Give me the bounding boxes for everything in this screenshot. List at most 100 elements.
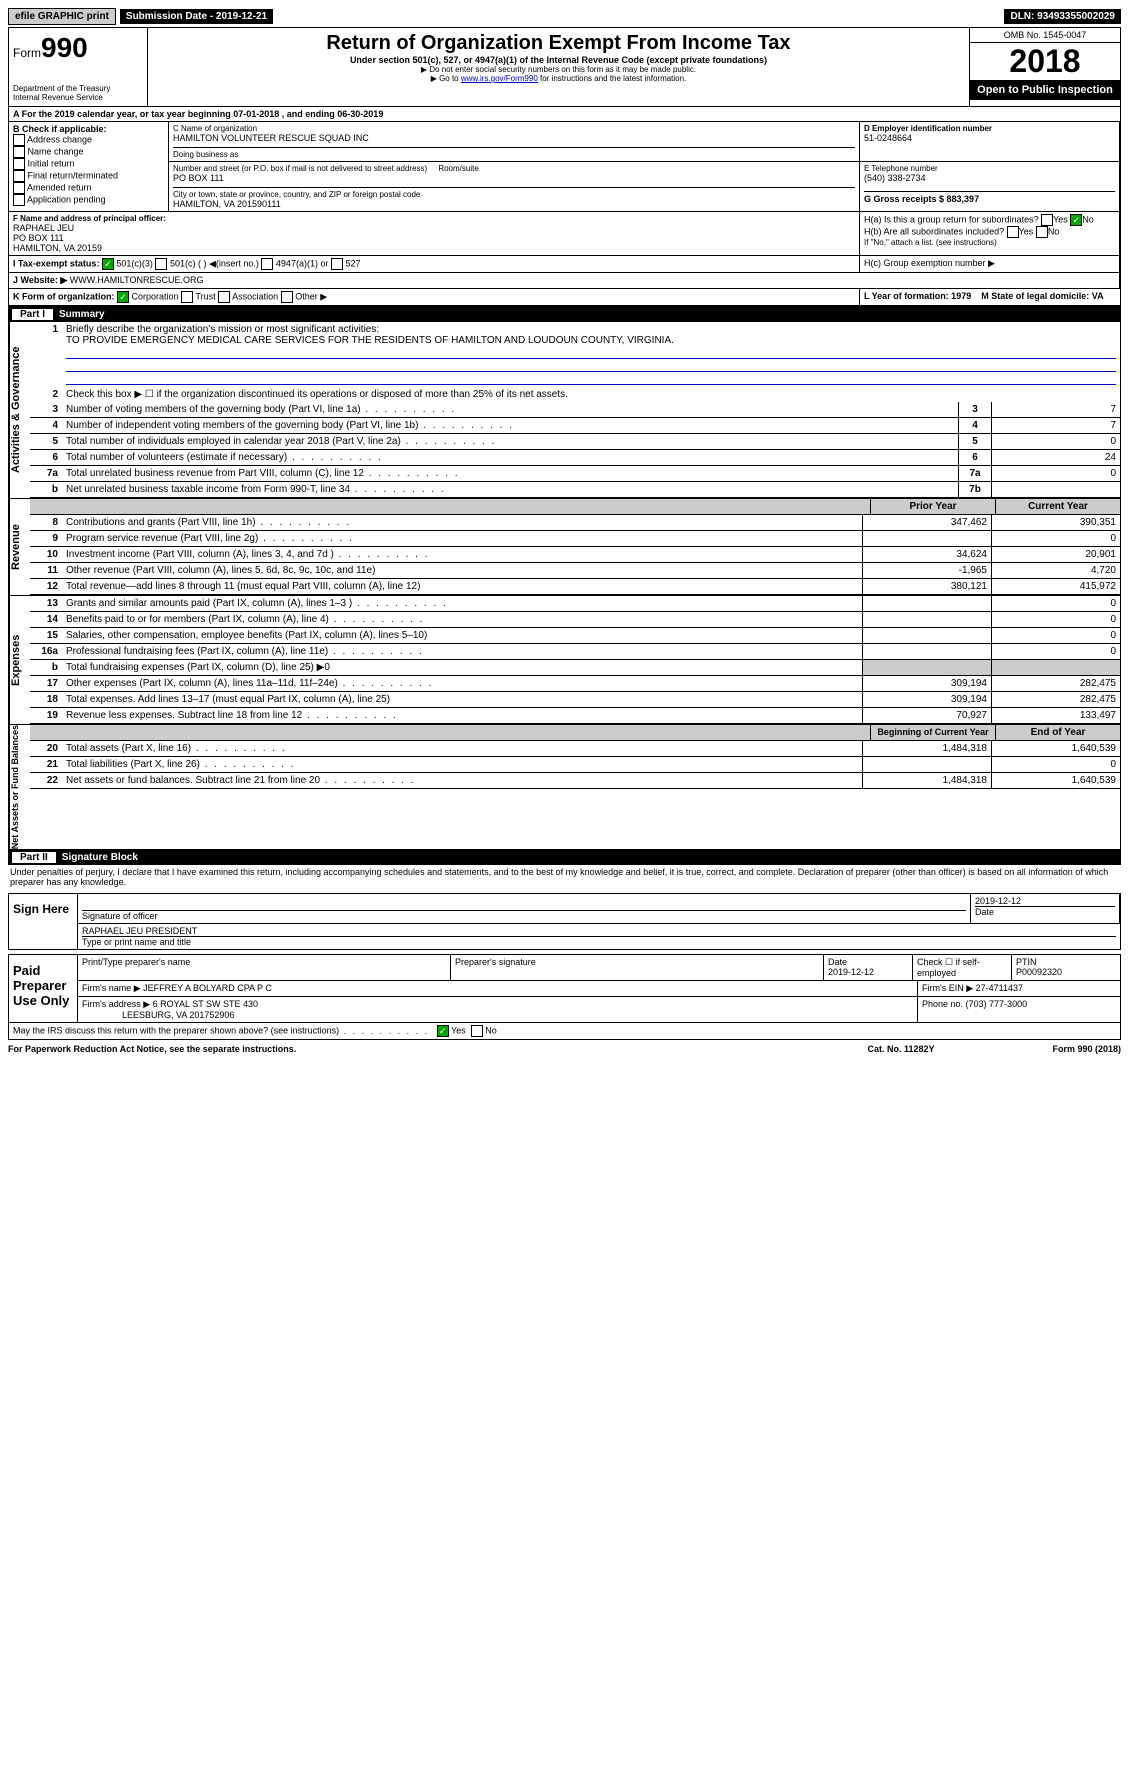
line22-num: 22 [30, 773, 62, 788]
line7a-col: 7a [958, 466, 991, 481]
line2-num: 2 [30, 387, 62, 402]
sig-name: RAPHAEL JEU PRESIDENT [82, 926, 1116, 936]
check-hb-yes[interactable] [1007, 226, 1019, 238]
label-name-change: Name change [28, 146, 84, 156]
sign-here-label: Sign Here [9, 894, 78, 949]
top-bar: efile GRAPHIC print Submission Date - 20… [8, 8, 1121, 25]
check-ha-yes[interactable] [1041, 214, 1053, 226]
label-final-return: Final return/terminated [28, 170, 119, 180]
box-e-label: E Telephone number [864, 164, 1115, 173]
check-4947[interactable] [261, 258, 273, 270]
discuss-no: No [485, 1026, 497, 1036]
sig-name-label: Type or print name and title [82, 936, 1116, 947]
discuss-row: May the IRS discuss this return with the… [8, 1023, 1121, 1040]
label-initial-return: Initial return [28, 158, 75, 168]
line16a-text: Professional fundraising fees (Part IX, … [62, 644, 862, 659]
line21-text: Total liabilities (Part X, line 26) [62, 757, 862, 772]
check-address-change[interactable] [13, 134, 25, 146]
check-trust[interactable] [181, 291, 193, 303]
note-ssn: ▶ Do not enter social security numbers o… [152, 65, 965, 74]
line15-prior [862, 628, 991, 643]
check-501c[interactable] [155, 258, 167, 270]
line17-current: 282,475 [991, 676, 1120, 691]
form-title: Return of Organization Exempt From Incom… [152, 32, 965, 55]
form990-link[interactable]: www.irs.gov/Form990 [461, 74, 538, 83]
form-subtitle: Under section 501(c), 527, or 4947(a)(1)… [152, 55, 965, 65]
page-footer: For Paperwork Reduction Act Notice, see … [8, 1044, 1121, 1054]
line16b-text: Total fundraising expenses (Part IX, col… [62, 660, 862, 675]
line8-prior: 347,462 [862, 515, 991, 530]
part1-header: Part I Summary [8, 307, 1121, 322]
check-final-return[interactable] [13, 170, 25, 182]
check-527[interactable] [331, 258, 343, 270]
check-other[interactable] [281, 291, 293, 303]
check-name-change[interactable] [13, 146, 25, 158]
line18-current: 282,475 [991, 692, 1120, 707]
website-value: WWW.HAMILTONRESCUE.ORG [70, 275, 204, 285]
city-label: City or town, state or province, country… [173, 187, 855, 199]
line5-num: 5 [30, 434, 62, 449]
firm-addr-label: Firm's address ▶ [82, 999, 150, 1009]
note-goto: ▶ Go to www.irs.gov/Form990 for instruct… [152, 74, 965, 83]
check-corp[interactable] [117, 291, 129, 303]
line3-val: 7 [991, 402, 1120, 417]
efile-button[interactable]: efile GRAPHIC print [8, 8, 116, 25]
sign-here-block: Sign Here Signature of officer 2019-12-1… [8, 893, 1121, 950]
line21-num: 21 [30, 757, 62, 772]
discuss-text: May the IRS discuss this return with the… [13, 1026, 429, 1036]
box-i-label: I Tax-exempt status: [13, 258, 99, 268]
dba-label: Doing business as [173, 147, 855, 159]
box-j-label: J Website: ▶ [13, 275, 67, 285]
line13-prior [862, 596, 991, 611]
line15-current: 0 [991, 628, 1120, 643]
check-hb-no[interactable] [1036, 226, 1048, 238]
line19-current: 133,497 [991, 708, 1120, 723]
expenses-section: Expenses 13Grants and similar amounts pa… [8, 596, 1121, 725]
check-discuss-no[interactable] [471, 1025, 483, 1037]
line11-text: Other revenue (Part VIII, column (A), li… [62, 563, 862, 578]
line6-num: 6 [30, 450, 62, 465]
line14-num: 14 [30, 612, 62, 627]
line22-prior: 1,484,318 [862, 773, 991, 788]
part1-label: Part I [12, 309, 53, 320]
city-value: HAMILTON, VA 201590111 [173, 199, 855, 209]
box-hb-note: If "No," attach a list. (see instruction… [864, 238, 1115, 247]
check-amended[interactable] [13, 182, 25, 194]
line8-num: 8 [30, 515, 62, 530]
netassets-section: Net Assets or Fund Balances Beginning of… [8, 725, 1121, 850]
line1-mission: TO PROVIDE EMERGENCY MEDICAL CARE SERVIC… [66, 335, 674, 346]
section-revenue: Revenue [9, 499, 30, 595]
check-self-employed: Check ☐ if self-employed [913, 955, 1012, 980]
line17-prior: 309,194 [862, 676, 991, 691]
line6-text: Total number of volunteers (estimate if … [62, 450, 958, 465]
label-amended: Amended return [27, 182, 92, 192]
line7b-text: Net unrelated business taxable income fr… [62, 482, 958, 497]
check-ha-no[interactable] [1070, 214, 1082, 226]
discuss-yes: Yes [451, 1026, 466, 1036]
check-initial-return[interactable] [13, 158, 25, 170]
line20-current: 1,640,539 [991, 741, 1120, 756]
box-f-label: F Name and address of principal officer: [13, 214, 855, 223]
line18-prior: 309,194 [862, 692, 991, 707]
line2-text: Check this box ▶ ☐ if the organization d… [62, 387, 1120, 402]
line10-text: Investment income (Part VIII, column (A)… [62, 547, 862, 562]
label-address-change: Address change [27, 134, 92, 144]
part1-body: Activities & Governance 1 Briefly descri… [8, 322, 1121, 499]
check-application-pending[interactable] [13, 194, 25, 206]
label-corp: Corporation [132, 291, 179, 301]
prep-sig-label: Preparer's signature [451, 955, 824, 980]
info-grid: B Check if applicable: Address change Na… [8, 122, 1121, 307]
line9-num: 9 [30, 531, 62, 546]
addr-label: Number and street (or P.O. box if mail i… [173, 164, 855, 173]
line10-current: 20,901 [991, 547, 1120, 562]
firm-phone: Phone no. (703) 777-3000 [918, 997, 1120, 1022]
line21-current: 0 [991, 757, 1120, 772]
box-c-label: C Name of organization [173, 124, 855, 133]
line14-text: Benefits paid to or for members (Part IX… [62, 612, 862, 627]
check-discuss-yes[interactable] [437, 1025, 449, 1037]
line4-val: 7 [991, 418, 1120, 433]
check-assoc[interactable] [218, 291, 230, 303]
sig-date-label: Date [975, 906, 1115, 917]
section-governance: Activities & Governance [9, 322, 30, 498]
check-501c3[interactable] [102, 258, 114, 270]
